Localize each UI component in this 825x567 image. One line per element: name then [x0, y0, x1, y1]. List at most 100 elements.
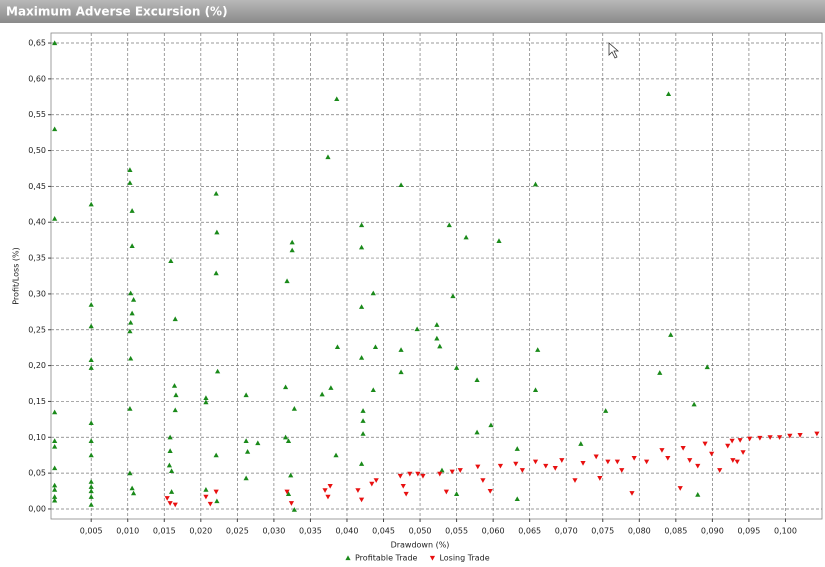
scatter-point — [629, 491, 635, 496]
scatter-point — [450, 293, 456, 299]
scatter-point — [443, 489, 449, 495]
scatter-point — [398, 347, 404, 352]
x-tick-label: 0,020 — [189, 527, 212, 536]
scatter-point — [327, 483, 333, 489]
scatter-point — [282, 434, 289, 440]
scatter-point — [52, 487, 58, 492]
y-tick-label: 0,60 — [28, 74, 46, 83]
scatter-point — [757, 435, 763, 441]
scatter-point — [734, 459, 740, 465]
scatter-point — [373, 478, 379, 483]
scatter-point — [767, 435, 773, 440]
scatter-point — [532, 181, 539, 187]
scatter-point — [129, 243, 135, 248]
scatter-point — [243, 475, 249, 481]
scatter-point — [288, 472, 294, 478]
scatter-point — [288, 501, 295, 506]
scatter-point — [88, 420, 94, 426]
scatter-point — [52, 444, 58, 449]
scatter-point — [127, 406, 133, 411]
scatter-point — [284, 278, 290, 284]
x-tick-label: 0,055 — [445, 527, 468, 536]
scatter-point — [333, 452, 339, 458]
scatter-point — [129, 208, 135, 213]
scatter-point — [449, 469, 455, 475]
scatter-point — [127, 470, 133, 476]
scatter-point — [535, 347, 541, 352]
scatter-point — [88, 484, 94, 489]
scatter-point — [325, 494, 331, 500]
scatter-point — [355, 488, 361, 493]
scatter-point — [725, 443, 731, 449]
mouse-cursor — [608, 42, 620, 59]
legend-label: Profitable Trade — [355, 554, 418, 563]
scatter-point — [203, 494, 209, 500]
scatter-point — [88, 502, 94, 507]
scatter-point — [127, 167, 133, 172]
scatter-point — [319, 391, 325, 397]
scatter-point — [695, 463, 701, 469]
scatter-point — [360, 418, 366, 423]
y-tick-label: 0,10 — [28, 433, 46, 442]
scatter-point — [434, 335, 440, 341]
scatter-point — [52, 40, 58, 46]
scatter-point — [328, 385, 334, 390]
scatter-point — [52, 497, 58, 503]
scatter-point — [702, 441, 708, 447]
scatter-point — [289, 247, 295, 253]
scatter-point — [213, 452, 219, 458]
scatter-point — [668, 332, 674, 337]
scatter-point — [370, 387, 376, 393]
scatter-point — [777, 435, 783, 440]
scatter-point — [358, 244, 365, 250]
scatter-point — [680, 445, 686, 451]
scatter-point — [453, 365, 460, 370]
scatter-point — [665, 455, 671, 461]
scatter-point — [398, 182, 404, 188]
scatter-point — [358, 222, 365, 228]
scatter-point — [322, 488, 328, 493]
x-tick-label: 0,040 — [336, 527, 359, 536]
scatter-point — [687, 458, 693, 463]
scatter-point — [580, 461, 586, 466]
scatter-point — [203, 395, 209, 400]
scatter-point — [532, 387, 539, 393]
scatter-point — [475, 464, 481, 470]
x-tick-label: 0,075 — [591, 527, 614, 536]
scatter-point — [578, 441, 584, 446]
scatter-point — [372, 344, 379, 350]
scatter-point — [709, 451, 715, 457]
x-tick-label: 0,060 — [482, 527, 505, 536]
scatter-point — [167, 501, 173, 506]
scatter-point — [167, 434, 173, 440]
scatter-point — [446, 222, 452, 228]
scatter-point — [360, 431, 366, 436]
scatter-point — [88, 302, 94, 307]
scatter-point — [88, 357, 94, 362]
scatter-point — [398, 369, 404, 375]
scatter-point — [730, 458, 736, 463]
scatter-point — [740, 450, 746, 455]
scatter-point — [559, 458, 565, 463]
x-tick-label: 0,050 — [409, 527, 432, 536]
y-tick-label: 0,30 — [28, 289, 46, 298]
scatter-point — [167, 448, 173, 453]
scatter-point — [360, 408, 366, 413]
scatter-point — [88, 201, 94, 207]
scatter-point — [358, 355, 365, 360]
scatter-point — [439, 467, 445, 473]
y-tick-label: 0,20 — [28, 361, 46, 370]
scatter-point — [203, 487, 209, 492]
scatter-point — [213, 190, 219, 196]
x-tick-label: 0,045 — [372, 527, 395, 536]
y-tick-label: 0,65 — [28, 39, 46, 48]
scatter-point — [168, 468, 175, 474]
title-bar — [0, 0, 825, 23]
scatter-point — [514, 496, 520, 502]
scatter-point — [631, 455, 637, 461]
y-axis-label: Profit/Loss (%) — [12, 247, 21, 305]
x-tick-label: 0,070 — [555, 527, 578, 536]
scatter-point — [325, 154, 331, 160]
scatter-point — [127, 180, 133, 185]
y-tick-label: 0,45 — [28, 182, 46, 191]
